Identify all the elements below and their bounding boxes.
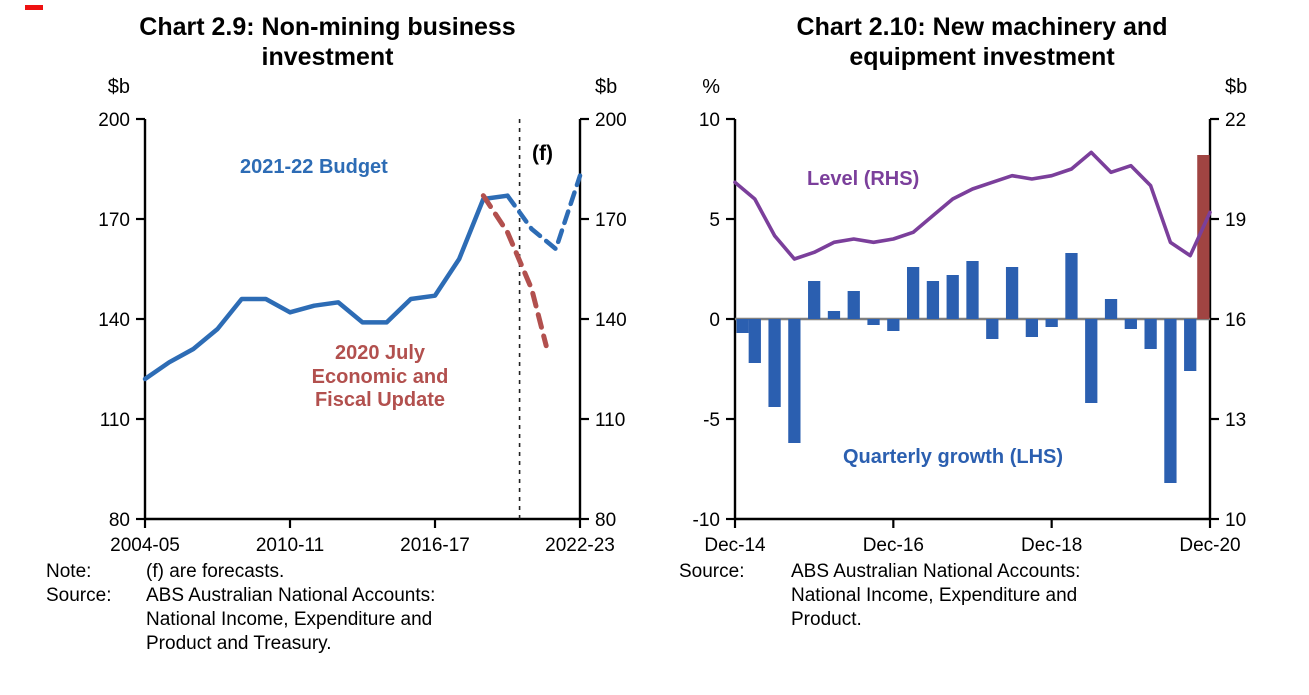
chart-2-9-canvas: 200 170 140 110 80 200 170 140 110 80 2004-05 2010-…	[98, 76, 627, 556]
y-right-tick-label: 19	[1225, 210, 1246, 231]
y-left-tick-label: 0	[709, 310, 720, 331]
bar	[1124, 319, 1137, 329]
bar	[1065, 253, 1078, 319]
bar	[1184, 319, 1197, 371]
page-corner-mark	[25, 5, 43, 10]
bar	[887, 319, 900, 331]
y-left-tick-label: 140	[98, 310, 130, 331]
left-axis-unit-label: $b	[108, 76, 130, 98]
bar	[867, 319, 880, 325]
y-left-tick-label: -5	[703, 410, 720, 431]
source-text: ABS Australian National Accounts: Nation…	[146, 584, 436, 654]
x-tick-label: Dec-18	[1021, 535, 1082, 556]
chart-2-10-title: Chart 2.10: New machinery and equipment …	[796, 13, 1168, 71]
bar	[966, 261, 979, 319]
y-left-tick-label: 80	[109, 510, 130, 531]
y-right-tick-label: 22	[1225, 110, 1246, 131]
note-text: (f) are forecasts.	[146, 561, 285, 582]
chart-2-10-canvas: 10 5 0 -5 -10 22 19 16 13 10 Dec-14 Dec-16 Dec-18 Dec…	[693, 76, 1248, 556]
bar	[736, 319, 749, 333]
y-right-tick-label: 16	[1225, 310, 1246, 331]
right-axis-unit-label: $b	[1225, 76, 1247, 98]
source-row: Source: ABS Australian National Accounts…	[679, 560, 1309, 632]
chart-2-9-panel: Chart 2.9: Non-mining business investmen…	[0, 0, 655, 656]
bar	[1164, 319, 1177, 483]
series-line-0-forecast	[505, 173, 583, 252]
y-left-tick-label: 10	[699, 110, 720, 131]
source-label: Source:	[46, 584, 112, 606]
y-left-tick-label: 200	[98, 110, 130, 131]
y-left-tick-label: 110	[100, 410, 130, 431]
y-left-tick-label: 5	[709, 210, 720, 231]
x-tick-label: Dec-20	[1179, 535, 1240, 556]
y-right-tick-label: 13	[1225, 410, 1246, 431]
series-label-efu: 2020 July Economic and Fiscal Update	[311, 342, 449, 412]
series-label-level: Level (RHS)	[807, 168, 920, 190]
note-label: Note:	[46, 561, 92, 582]
bar-highlight	[1197, 155, 1210, 319]
y-right-tick-label: 140	[595, 310, 627, 331]
x-tick-label: 2016-17	[400, 535, 470, 556]
right-axis-unit-label: $b	[595, 76, 617, 98]
chart-2-9-plot: 200 170 140 110 80 200 170 140 110 80 2004-05 2010-…	[0, 76, 655, 556]
y-right-tick-label: 200	[595, 110, 627, 131]
bar	[827, 311, 841, 319]
x-tick-label: 2004-05	[110, 535, 180, 556]
bar	[946, 275, 959, 319]
bar	[906, 267, 920, 319]
bar	[986, 319, 999, 339]
bar	[1045, 319, 1058, 327]
source-text: ABS Australian National Accounts: Nation…	[791, 561, 1081, 630]
y-left-tick-label: -10	[693, 510, 720, 531]
series-label-budget: 2021-22 Budget	[240, 156, 388, 178]
bar	[1005, 267, 1019, 319]
bar	[1025, 319, 1039, 337]
x-tick-label: Dec-14	[704, 535, 766, 556]
x-tick-label: 2010-11	[256, 535, 324, 556]
bar	[926, 281, 940, 319]
x-tick-label: Dec-16	[863, 535, 924, 556]
source-row: Source: ABS Australian National Accounts…	[46, 584, 655, 656]
x-tick-label: 2022-23	[545, 535, 615, 556]
chart-2-10-notes: Source: ABS Australian National Accounts…	[679, 560, 1309, 632]
charts-row: Chart 2.9: Non-mining business investmen…	[0, 0, 1309, 656]
series-label-growth: Quarterly growth (LHS)	[843, 446, 1064, 468]
chart-2-9-notes: Note: (f) are forecasts. Source: ABS Aus…	[46, 560, 655, 656]
note-row: Note: (f) are forecasts.	[46, 560, 655, 584]
bar	[847, 291, 860, 319]
y-right-tick-label: 110	[595, 410, 625, 431]
y-right-tick-label: 10	[1225, 510, 1246, 531]
bar	[1104, 299, 1118, 319]
bar	[808, 281, 821, 319]
series-line-1	[480, 193, 549, 349]
chart-2-9-title: Chart 2.9: Non-mining business investmen…	[139, 13, 516, 71]
level-line	[733, 150, 1212, 261]
y-right-tick-label: 80	[595, 510, 616, 531]
chart-2-10-plot: 10 5 0 -5 -10 22 19 16 13 10 Dec-14 Dec-16 Dec-18 Dec…	[655, 76, 1309, 556]
bar	[788, 319, 801, 443]
chart-2-10-panel: Chart 2.10: New machinery and equipment …	[655, 0, 1309, 656]
bar	[1144, 319, 1157, 349]
bar	[768, 319, 781, 407]
series-line-0-solid	[142, 193, 510, 382]
source-label: Source:	[679, 561, 745, 582]
bar	[748, 319, 761, 363]
bar	[1085, 319, 1098, 403]
y-right-tick-label: 170	[595, 210, 627, 231]
y-left-tick-label: 170	[98, 210, 130, 231]
forecast-marker-label: (f)	[532, 142, 553, 165]
left-axis-unit-label: %	[702, 76, 720, 98]
